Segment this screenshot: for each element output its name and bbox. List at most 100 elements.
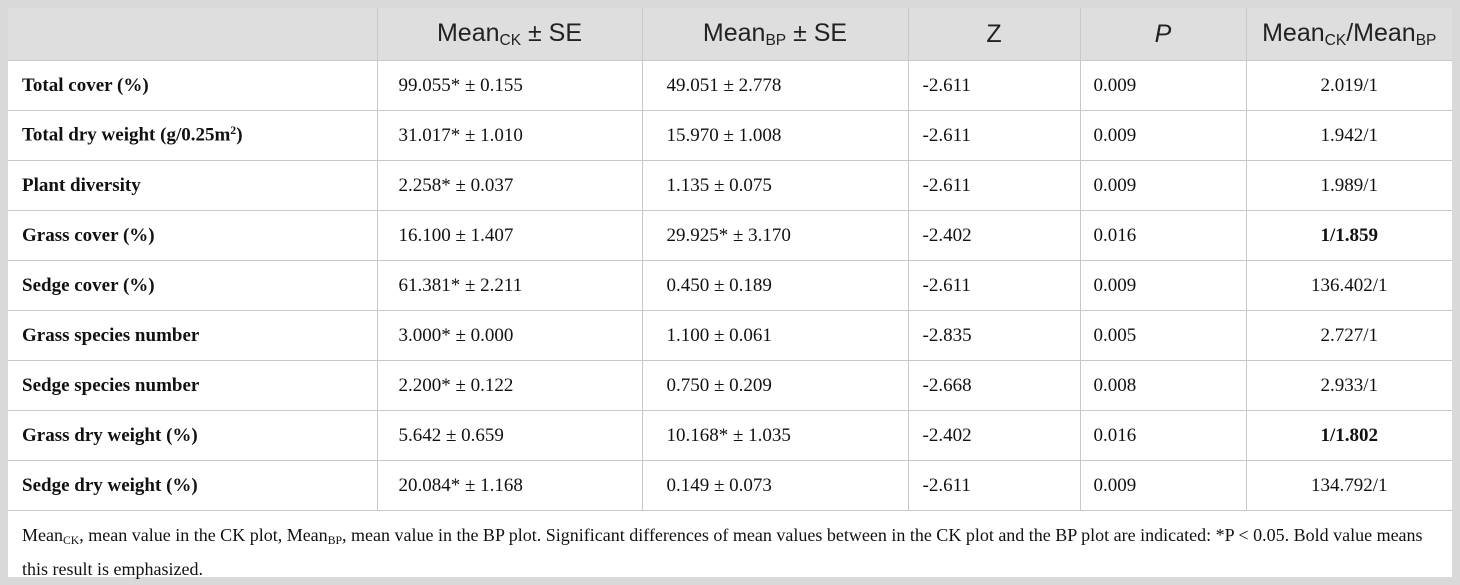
row-label-end: ) xyxy=(236,124,243,146)
cell-mean-bp: 0.750 ± 0.209 xyxy=(641,360,908,411)
cell-z: -2.611 xyxy=(907,110,1080,161)
cell-mean-ck: 5.642 ± 0.659 xyxy=(376,410,642,461)
footnote-sub-1: CK xyxy=(62,533,80,547)
cell-ratio: 136.402/1 xyxy=(1245,260,1452,311)
cell-mean-bp: 10.168* ± 1.035 xyxy=(641,410,908,461)
header-p: P xyxy=(1079,8,1246,61)
cell-p: 0.009 xyxy=(1079,160,1246,211)
cell-z: -2.611 xyxy=(907,460,1080,510)
cell-ratio: 134.792/1 xyxy=(1245,460,1452,510)
cell-ratio: 1/1.859 xyxy=(1245,210,1452,261)
cell-z: -2.611 xyxy=(907,60,1080,111)
cell-ratio: 2.933/1 xyxy=(1245,360,1452,411)
table-row: Total cover (%) 99.055* ± 0.155 49.051 ± 2… xyxy=(8,60,1452,111)
row-label: Sedge cover (%) xyxy=(8,260,377,311)
row-label: Grass dry weight (%) xyxy=(8,410,377,461)
cell-mean-ck: 61.381* ± 2.211 xyxy=(376,260,642,311)
table-row: Grass cover (%) 16.100 ± 1.407 29.925* ± 3… xyxy=(8,210,1452,261)
row-label: Total dry weight (g/0.25m2) xyxy=(8,110,377,161)
cell-p: 0.009 xyxy=(1079,110,1246,161)
header-mean-bp-text: Mean xyxy=(702,18,766,47)
cell-mean-ck: 99.055* ± 0.155 xyxy=(376,60,642,111)
cell-mean-ck: 2.258* ± 0.037 xyxy=(376,160,642,211)
row-label-text: Sedge species number xyxy=(22,374,200,396)
row-label-text: Plant diversity xyxy=(22,174,141,196)
cell-mean-bp: 29.925* ± 3.170 xyxy=(641,210,908,261)
cell-p: 0.008 xyxy=(1079,360,1246,411)
row-label-text: Grass cover (%) xyxy=(22,224,155,246)
table-row: Grass species number 3.000* ± 0.000 1.100 … xyxy=(8,310,1452,361)
header-ratio-mid: /Mean xyxy=(1346,18,1416,47)
header-mean-bp-se: ± SE xyxy=(786,18,848,47)
cell-mean-ck: 31.017* ± 1.010 xyxy=(376,110,642,161)
cell-z: -2.611 xyxy=(907,160,1080,211)
row-label: Grass species number xyxy=(8,310,377,361)
table-container: MeanCK ± SE MeanBP ± SE Z P MeanCK/MeanB… xyxy=(8,8,1452,579)
table-row: Grass dry weight (%) 5.642 ± 0.659 10.168*… xyxy=(8,410,1452,461)
table-row: Plant diversity 2.258* ± 0.037 1.135 ± 0.0… xyxy=(8,160,1452,211)
cell-mean-ck: 2.200* ± 0.122 xyxy=(376,360,642,411)
row-label: Total cover (%) xyxy=(8,60,377,111)
cell-p: 0.009 xyxy=(1079,260,1246,311)
row-label: Plant diversity xyxy=(8,160,377,211)
header-z: Z xyxy=(907,8,1080,61)
row-label: Sedge species number xyxy=(8,360,377,411)
cell-mean-bp: 1.135 ± 0.075 xyxy=(641,160,908,211)
table-row: Sedge cover (%) 61.381* ± 2.211 0.450 ± 0.… xyxy=(8,260,1452,311)
footnote-text-3: , mean value in the BP plot. Significant… xyxy=(22,525,1423,579)
cell-p: 0.009 xyxy=(1079,60,1246,111)
cell-z: -2.668 xyxy=(907,360,1080,411)
footnote-sub-2: BP xyxy=(327,533,342,547)
cell-ratio: 1.989/1 xyxy=(1245,160,1452,211)
header-mean-ck: MeanCK ± SE xyxy=(376,8,642,61)
cell-ratio: 1.942/1 xyxy=(1245,110,1452,161)
row-label: Sedge dry weight (%) xyxy=(8,460,377,510)
row-label-text: Grass dry weight (%) xyxy=(22,424,198,446)
row-label-text: Grass species number xyxy=(22,324,200,346)
row-label-text: Total dry weight (g/0.25m xyxy=(22,124,231,146)
cell-z: -2.611 xyxy=(907,260,1080,311)
table-footnote: MeanCK, mean value in the CK plot, MeanB… xyxy=(8,510,1452,583)
header-mean-bp-sub: BP xyxy=(765,31,787,49)
header-mean-bp: MeanBP ± SE xyxy=(641,8,908,61)
header-ratio-a: Mean xyxy=(1262,18,1325,47)
cell-mean-bp: 0.149 ± 0.073 xyxy=(641,460,908,510)
row-label-text: Total cover (%) xyxy=(22,74,149,96)
header-ratio-a-sub: CK xyxy=(1324,31,1347,49)
cell-mean-ck: 3.000* ± 0.000 xyxy=(376,310,642,361)
header-mean-ck-sub: CK xyxy=(499,31,522,49)
cell-mean-ck: 16.100 ± 1.407 xyxy=(376,210,642,261)
table-row: Total dry weight (g/0.25m2) 31.017* ± 1.0… xyxy=(8,110,1452,161)
cell-ratio: 2.019/1 xyxy=(1245,60,1452,111)
footnote-text-1: Mean xyxy=(22,525,63,545)
table-row: Sedge species number 2.200* ± 0.122 0.750 … xyxy=(8,360,1452,411)
header-mean-ck-se: ± SE xyxy=(521,18,583,47)
header-variable xyxy=(8,8,377,61)
cell-p: 0.016 xyxy=(1079,210,1246,261)
cell-p: 0.016 xyxy=(1079,410,1246,461)
row-label-text: Sedge cover (%) xyxy=(22,274,155,296)
cell-ratio: 1/1.802 xyxy=(1245,410,1452,461)
cell-p: 0.005 xyxy=(1079,310,1246,361)
header-ratio-b-sub: BP xyxy=(1415,31,1437,49)
row-label-text: Sedge dry weight (%) xyxy=(22,474,198,496)
cell-p: 0.009 xyxy=(1079,460,1246,510)
table-body: Total cover (%) 99.055* ± 0.155 49.051 ± 2… xyxy=(8,60,1452,510)
cell-mean-ck: 20.084* ± 1.168 xyxy=(376,460,642,510)
table-row: Sedge dry weight (%) 20.084* ± 1.168 0.149… xyxy=(8,460,1452,510)
row-label-sup: 2 xyxy=(230,124,237,138)
results-table: MeanCK ± SE MeanBP ± SE Z P MeanCK/MeanB… xyxy=(8,8,1452,510)
header-p-text: P xyxy=(1154,19,1172,48)
cell-ratio: 2.727/1 xyxy=(1245,310,1452,361)
footnote-text-2: , mean value in the CK plot, Mean xyxy=(79,525,328,545)
cell-mean-bp: 15.970 ± 1.008 xyxy=(641,110,908,161)
cell-mean-bp: 49.051 ± 2.778 xyxy=(641,60,908,111)
cell-mean-bp: 1.100 ± 0.061 xyxy=(641,310,908,361)
header-row: MeanCK ± SE MeanBP ± SE Z P MeanCK/MeanB… xyxy=(8,8,1452,61)
cell-z: -2.835 xyxy=(907,310,1080,361)
header-ratio: MeanCK/MeanBP xyxy=(1245,8,1452,61)
row-label: Grass cover (%) xyxy=(8,210,377,261)
cell-z: -2.402 xyxy=(907,210,1080,261)
header-mean-ck-text: Mean xyxy=(436,18,500,47)
cell-mean-bp: 0.450 ± 0.189 xyxy=(641,260,908,311)
